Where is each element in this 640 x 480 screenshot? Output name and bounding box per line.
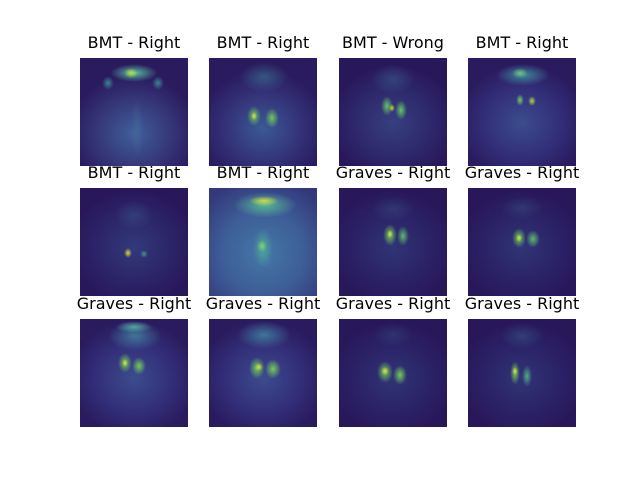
- panel-title: BMT - Right: [87, 163, 181, 182]
- scan-panel: BMT - Right: [468, 34, 576, 166]
- scan-panel: Graves - Right: [336, 164, 450, 296]
- scintigraphy-image: [209, 58, 317, 166]
- uptake-region: [516, 234, 522, 242]
- uptake-region: [140, 250, 148, 258]
- scan-panel: Graves - Right: [336, 295, 450, 427]
- uptake-region: [500, 323, 544, 349]
- panel-title: Graves - Right: [335, 294, 451, 313]
- scan-panel: Graves - Right: [206, 295, 320, 427]
- scintigraphy-image: [339, 58, 447, 166]
- uptake-region: [393, 365, 407, 385]
- scintigraphy-image: [468, 188, 576, 296]
- uptake-region: [526, 230, 540, 248]
- panel-title: Graves - Right: [464, 294, 580, 313]
- uptake-region: [387, 230, 393, 238]
- scan-panel: BMT - Right: [80, 164, 188, 296]
- panel-title: BMT - Wrong: [342, 33, 444, 52]
- scan-panel: Graves - Right: [77, 295, 191, 427]
- scintigraphy-image: [339, 319, 447, 427]
- uptake-region: [265, 108, 279, 128]
- uptake-region: [395, 100, 407, 120]
- uptake-region: [102, 76, 114, 90]
- uptake-region: [152, 76, 164, 90]
- uptake-region: [116, 321, 152, 333]
- uptake-region: [237, 321, 291, 349]
- scintigraphy-image: [80, 188, 188, 296]
- panel-title: Graves - Right: [335, 163, 451, 182]
- scintigraphy-image: [339, 188, 447, 296]
- scan-panel: Graves - Right: [465, 164, 579, 296]
- uptake-region: [255, 363, 263, 371]
- panel-title: Graves - Right: [464, 163, 580, 182]
- uptake-region: [528, 96, 536, 106]
- uptake-region: [389, 104, 395, 112]
- scintigraphy-image: [468, 319, 576, 427]
- panel-title: Graves - Right: [205, 294, 321, 313]
- uptake-region: [251, 112, 257, 120]
- uptake-region: [124, 68, 138, 78]
- scintigraphy-image: [209, 188, 317, 296]
- panel-title: BMT - Right: [87, 33, 181, 52]
- scan-panel: BMT - Right: [209, 34, 317, 166]
- scan-panel: BMT - Wrong: [339, 34, 447, 166]
- uptake-region: [397, 226, 409, 246]
- uptake-region: [124, 248, 132, 258]
- panel-title: BMT - Right: [216, 33, 310, 52]
- uptake-region: [381, 367, 389, 375]
- uptake-region: [249, 196, 279, 206]
- scintigraphy-image: [80, 319, 188, 427]
- uptake-region: [132, 357, 146, 375]
- uptake-region: [373, 323, 413, 347]
- uptake-region: [371, 64, 415, 94]
- scintigraphy-image: [80, 58, 188, 166]
- panel-title: BMT - Right: [475, 33, 569, 52]
- uptake-region: [371, 196, 415, 222]
- uptake-region: [114, 200, 154, 230]
- uptake-region: [257, 240, 267, 252]
- scintigraphy-image: [468, 58, 576, 166]
- scan-panel: Graves - Right: [465, 295, 579, 427]
- panel-title: Graves - Right: [76, 294, 192, 313]
- uptake-region: [522, 365, 532, 387]
- scan-panel: BMT - Right: [80, 34, 188, 166]
- uptake-region: [500, 196, 544, 220]
- uptake-region: [122, 359, 128, 367]
- uptake-region: [516, 94, 524, 106]
- scintigraphy-image: [209, 319, 317, 427]
- uptake-region: [265, 359, 281, 379]
- uptake-region: [239, 62, 289, 92]
- uptake-region: [512, 68, 528, 78]
- uptake-region: [130, 98, 144, 158]
- uptake-region: [512, 367, 518, 375]
- panel-title: BMT - Right: [216, 163, 310, 182]
- scan-panel: BMT - Right: [209, 164, 317, 296]
